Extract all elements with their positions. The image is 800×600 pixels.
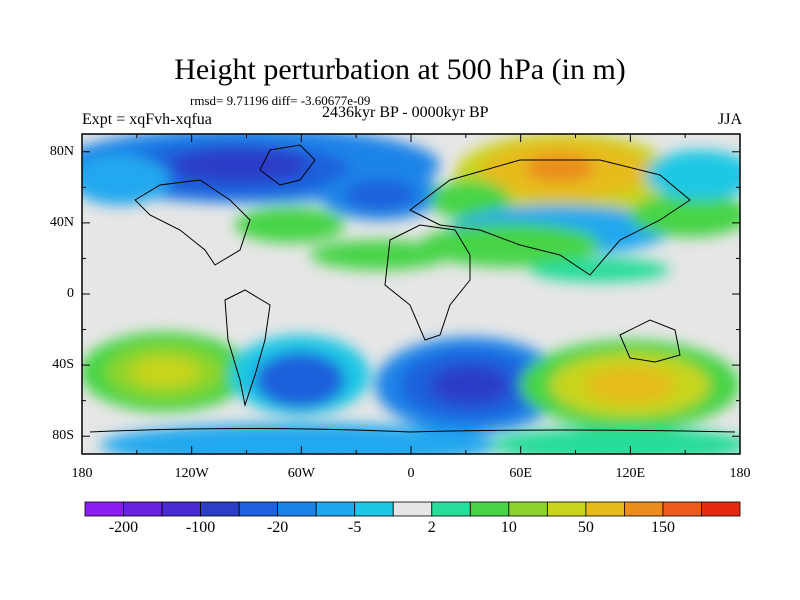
map-title: Height perturbation at 500 hPa (in m)	[174, 53, 626, 86]
colorbar-swatch	[546, 501, 587, 517]
colorbar-swatch	[469, 501, 510, 517]
colorbar-swatch	[662, 501, 702, 517]
colorbar-label: -5	[348, 519, 362, 536]
longitude-tick-label: 120E	[615, 466, 646, 481]
colorbar-swatch	[315, 501, 356, 517]
colorbar-label: -20	[266, 519, 289, 536]
latitude-tick-label: 40N	[49, 214, 74, 230]
latitude-tick-label: 80N	[49, 143, 74, 159]
colorbar-label: -200	[108, 519, 139, 536]
experiment-label: Expt = xqFvh-xqfua	[82, 111, 212, 128]
colorbar-label: -100	[185, 519, 216, 536]
colorbar-swatch	[585, 501, 625, 517]
colorbar-swatch	[354, 501, 394, 517]
longitude-tick-label: 180	[71, 466, 93, 481]
colorbar-swatch	[123, 501, 163, 517]
longitude-tick-label: 60W	[287, 466, 315, 481]
longitude-tick-label: 0	[407, 466, 415, 481]
colorbar-swatch	[238, 501, 279, 517]
colorbar-swatch	[701, 501, 741, 517]
colorbar	[84, 501, 741, 517]
latitude-tick-label: 80S	[52, 428, 74, 444]
colorbar-swatch	[84, 501, 124, 517]
longitude-tick-label: 120W	[174, 466, 209, 481]
colorbar-swatch	[277, 501, 317, 517]
colorbar-swatch	[392, 501, 433, 517]
colorbar-swatch	[431, 501, 471, 517]
contour-field	[82, 134, 740, 454]
colorbar-swatch	[508, 501, 548, 517]
stats-text: rmsd= 9.71196 diff= -3.60677e-09	[190, 93, 371, 108]
latitude-tick-label: 0	[67, 286, 74, 301]
colorbar-swatch	[200, 501, 240, 517]
season-label: JJA	[717, 111, 742, 128]
colorbar-label: 150	[650, 519, 675, 536]
colorbar-label: 10	[500, 519, 517, 536]
period-label: 2436kyr BP - 0000kyr BP	[322, 104, 489, 121]
colorbar-label: 50	[577, 519, 594, 536]
latitude-tick-label: 40S	[52, 357, 74, 373]
colorbar-label: 2	[427, 519, 436, 536]
longitude-tick-label: 180	[729, 466, 751, 481]
axis-ticks	[81, 134, 741, 454]
longitude-tick-label: 60E	[509, 466, 532, 481]
colorbar-swatch	[161, 501, 201, 517]
coastlines	[89, 144, 736, 433]
colorbar-swatch	[624, 501, 664, 517]
